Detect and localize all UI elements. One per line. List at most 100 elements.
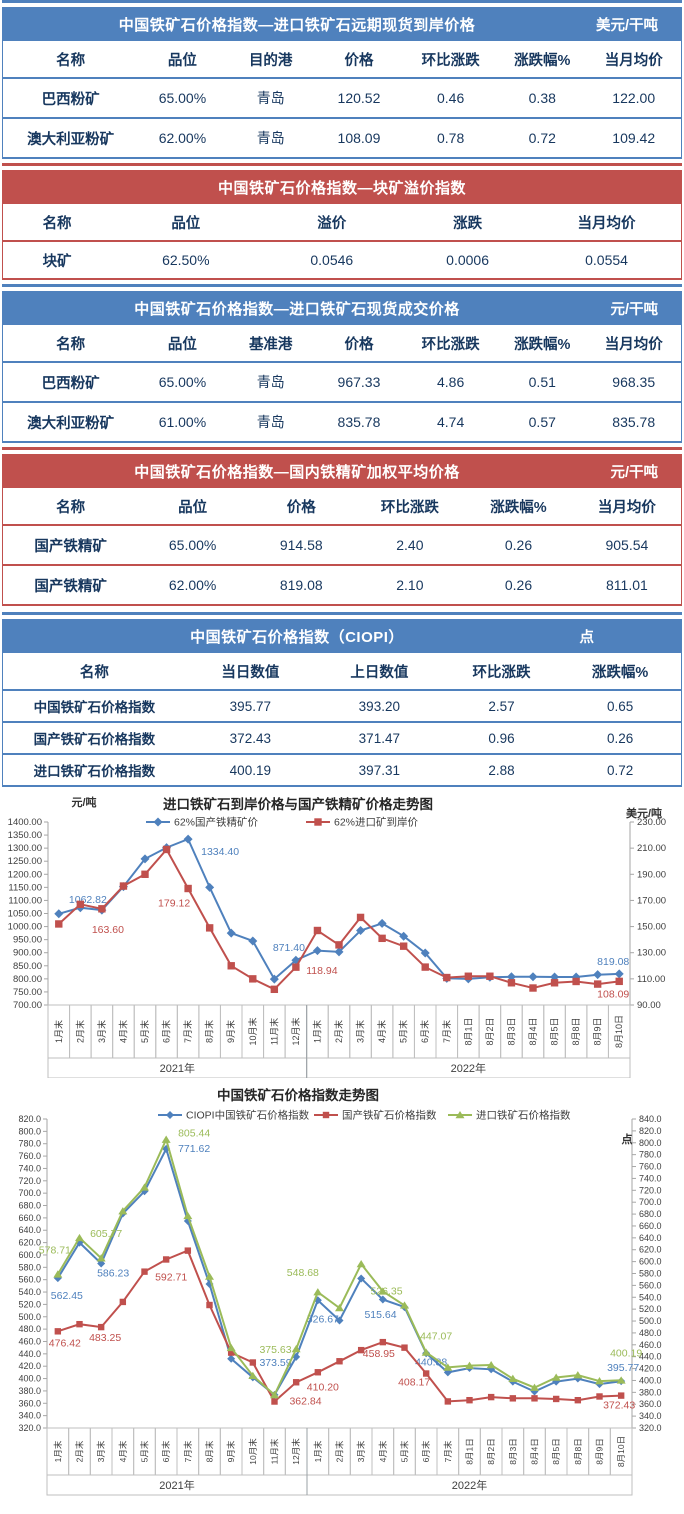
series-marker	[248, 936, 258, 946]
series-marker	[552, 1395, 560, 1403]
table-unit: 点	[579, 629, 595, 646]
series-marker	[531, 1395, 538, 1402]
right-axis-tick-label: 680.0	[639, 1209, 662, 1219]
table-row: 进口铁矿石价格指数 400.19 397.31 2.88 0.72	[2, 754, 682, 786]
x-tick-label: 11月末	[270, 1438, 280, 1464]
right-axis-tick-label: 580.0	[639, 1269, 662, 1279]
column-header-row: 名称 品位 溢价 涨跌 当月均价	[2, 204, 682, 241]
series-marker	[464, 972, 473, 980]
table-header-bar: 中国铁矿石价格指数—进口铁矿石远期现货到岸价格 美元/干吨	[2, 7, 682, 41]
left-axis-tick-label: 420.0	[18, 1361, 41, 1371]
series-marker	[335, 1303, 344, 1312]
series-marker	[76, 900, 85, 909]
x-tick-label: 8月末	[205, 1440, 215, 1462]
table-row: 国产铁矿石价格指数 372.43 371.47 0.96 0.26	[2, 722, 682, 754]
right-axis-tick-label: 720.0	[639, 1185, 662, 1195]
x-tick-label: 7月末	[443, 1440, 453, 1462]
series-marker	[399, 931, 409, 941]
data-label: 805.44	[178, 1128, 210, 1140]
series-marker	[487, 1393, 495, 1401]
right-axis-tick-label: 540.0	[639, 1292, 662, 1302]
left-axis-tick-label: 1300.00	[8, 843, 42, 854]
value-cell: 0.51	[528, 374, 556, 390]
table-domestic-concentrate-price: 中国铁矿石价格指数—国内铁精矿加权平均价格 元/干吨 名称 品位 价格 环比涨跌 涨跌幅…	[2, 447, 682, 606]
value-cell: 65.00%	[158, 374, 207, 390]
value-cell: 393.20	[358, 698, 400, 714]
left-axis-tick-label: 580.0	[18, 1262, 41, 1272]
value-cell: 120.52	[337, 90, 381, 106]
column-header: 名称	[56, 52, 86, 69]
series-marker	[573, 1371, 583, 1379]
value-cell: 109.42	[612, 130, 656, 146]
table-row: 澳大利亚粉矿 62.00% 青岛 108.09 0.78 0.72 109.42	[2, 118, 682, 158]
series-marker	[140, 1183, 149, 1191]
series-marker	[443, 973, 451, 982]
x-tick-label: 4月末	[118, 1440, 128, 1462]
value-cell: 0.0006	[446, 252, 489, 268]
year-label: 2021年	[159, 1478, 194, 1492]
value-cell: 0.72	[606, 762, 634, 778]
value-cell: 811.01	[606, 577, 648, 593]
left-axis-tick-label: 700.00	[13, 1000, 42, 1011]
data-label: 108.09	[597, 988, 629, 1000]
data-label: 372.43	[603, 1400, 635, 1412]
row-name-cell: 澳大利亚粉矿	[27, 131, 115, 148]
series-marker	[227, 1354, 236, 1363]
left-axis-unit: 元/吨	[71, 795, 96, 809]
series-marker	[314, 1369, 322, 1376]
left-axis-tick-label: 660.0	[18, 1213, 41, 1223]
series-marker	[378, 1287, 388, 1295]
series-marker	[615, 977, 623, 986]
series-marker	[336, 1358, 343, 1365]
x-tick-label: 8月3日	[508, 1438, 518, 1464]
right-axis-tick-label: 380.0	[639, 1387, 662, 1397]
right-axis-tick-label: 500.0	[639, 1316, 662, 1326]
data-label: 526.67	[307, 1313, 339, 1325]
right-axis-unit: 美元/吨	[626, 806, 662, 820]
data-label: 408.17	[398, 1377, 430, 1389]
right-axis-tick-label: 210.00	[637, 843, 666, 854]
x-tick-label: 8月10日	[614, 1015, 624, 1048]
data-label: 1334.40	[201, 846, 239, 858]
table-row: 国产铁精矿 62.00% 819.08 2.10 0.26 811.01	[2, 565, 682, 605]
left-axis-tick-label: 480.0	[18, 1324, 41, 1334]
series-marker	[119, 1298, 127, 1306]
data-label: 163.60	[92, 924, 124, 936]
value-cell: 2.10	[396, 577, 424, 593]
series-marker	[205, 1272, 214, 1280]
left-axis-tick-label: 1250.00	[8, 856, 42, 867]
data-label: 592.71	[155, 1271, 187, 1283]
x-tick-label: 2月末	[333, 1020, 344, 1043]
series-marker	[161, 1135, 171, 1143]
series-marker	[97, 1259, 106, 1268]
left-axis-tick-label: 1100.00	[8, 895, 42, 906]
legend-label: 62%进口矿到岸价	[334, 816, 419, 829]
value-cell: 62.00%	[158, 130, 207, 146]
series-marker	[356, 925, 366, 935]
value-cell: 0.72	[528, 130, 556, 146]
value-cell: 62.00%	[168, 577, 217, 593]
series-marker	[466, 1396, 473, 1404]
value-cell: 2.40	[396, 537, 424, 553]
data-table: 名称 品位 价格 环比涨跌 涨跌幅% 当月均价 国产铁精矿 65.00% 914.58 2.40 0…	[2, 488, 682, 606]
year-label: 2021年	[160, 1061, 195, 1075]
value-cell: 2.57	[488, 698, 515, 714]
series-marker	[312, 946, 322, 956]
series-marker	[595, 1377, 604, 1385]
right-axis-tick-label: 660.0	[639, 1221, 662, 1231]
value-cell: 968.35	[612, 374, 656, 390]
series-marker	[226, 928, 236, 938]
x-tick-label: 8月3日	[506, 1017, 516, 1045]
left-axis-tick-label: 850.00	[13, 961, 42, 972]
value-cell: 0.26	[606, 730, 634, 746]
left-axis-tick-label: 750.00	[13, 987, 42, 998]
value-cell: 397.31	[358, 762, 400, 778]
x-tick-label: 8月10日	[616, 1436, 626, 1467]
series-2: 476.42 483.25 592.71 362.84 410.20 458.95 408.…	[49, 1247, 635, 1412]
column-header: 涨跌	[453, 215, 483, 232]
left-axis-tick-label: 800.00	[13, 974, 42, 985]
series-marker	[444, 1398, 452, 1405]
series-marker	[291, 1344, 301, 1353]
series-marker	[162, 845, 171, 854]
table-header-bar: 中国铁矿石价格指数—块矿溢价指数	[2, 170, 682, 204]
